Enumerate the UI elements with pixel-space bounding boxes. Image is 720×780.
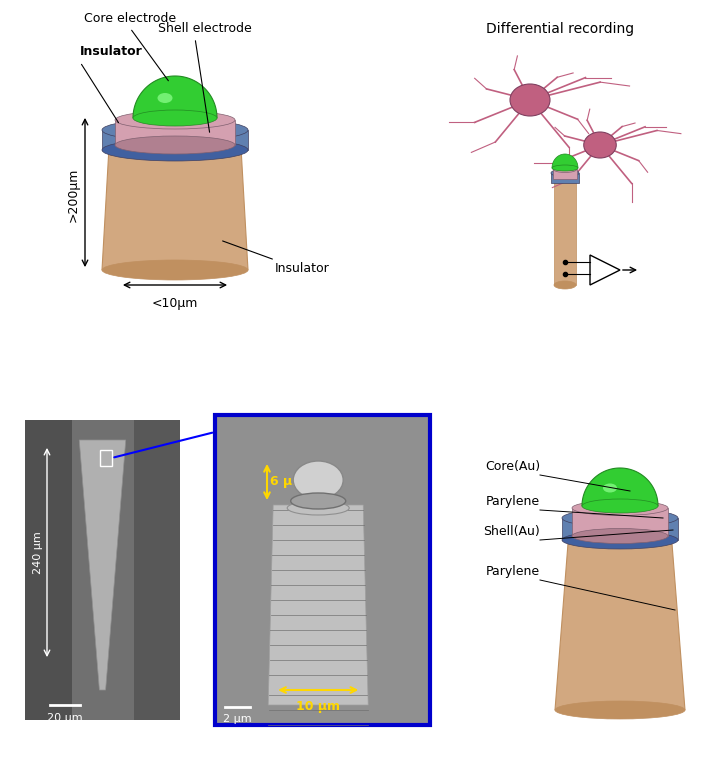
Ellipse shape	[603, 484, 617, 492]
Text: <10μm: <10μm	[152, 297, 198, 310]
Ellipse shape	[102, 119, 248, 141]
Ellipse shape	[293, 461, 343, 499]
Ellipse shape	[562, 531, 678, 549]
Polygon shape	[562, 518, 678, 540]
Ellipse shape	[291, 493, 346, 509]
Text: 20 μm: 20 μm	[48, 713, 83, 723]
Ellipse shape	[553, 165, 577, 172]
Polygon shape	[572, 508, 668, 536]
Text: >200μm: >200μm	[67, 168, 80, 222]
Ellipse shape	[552, 165, 578, 171]
Ellipse shape	[551, 169, 579, 177]
Polygon shape	[215, 415, 430, 725]
Ellipse shape	[133, 110, 217, 126]
Polygon shape	[553, 169, 577, 179]
Polygon shape	[102, 130, 248, 150]
Polygon shape	[133, 420, 180, 720]
Ellipse shape	[562, 509, 678, 527]
Polygon shape	[590, 255, 620, 285]
Ellipse shape	[570, 510, 670, 526]
Ellipse shape	[102, 260, 248, 280]
Ellipse shape	[110, 120, 240, 140]
Ellipse shape	[115, 111, 235, 129]
Ellipse shape	[555, 701, 685, 719]
Polygon shape	[102, 130, 248, 270]
Text: Core electrode: Core electrode	[84, 12, 176, 25]
Text: Core(Au): Core(Au)	[485, 460, 540, 473]
Text: Parylene: Parylene	[486, 495, 540, 508]
Text: Shell electrode: Shell electrode	[158, 22, 252, 35]
Text: Parylene: Parylene	[486, 565, 540, 578]
Ellipse shape	[572, 501, 668, 516]
Ellipse shape	[287, 501, 349, 515]
Polygon shape	[582, 468, 658, 506]
Text: Differential recording: Differential recording	[486, 22, 634, 36]
Text: Insulator: Insulator	[80, 45, 143, 58]
Ellipse shape	[102, 139, 248, 161]
Polygon shape	[25, 420, 180, 720]
Polygon shape	[552, 154, 578, 168]
Polygon shape	[555, 518, 685, 710]
Polygon shape	[133, 76, 217, 118]
Text: 6 μm: 6 μm	[270, 476, 305, 488]
Text: Shell(Au): Shell(Au)	[483, 525, 540, 538]
Ellipse shape	[158, 93, 173, 103]
Ellipse shape	[510, 84, 550, 116]
Ellipse shape	[582, 499, 658, 513]
Ellipse shape	[584, 132, 616, 158]
Polygon shape	[79, 440, 126, 690]
Text: Insulator: Insulator	[275, 262, 330, 275]
Text: 240 μm: 240 μm	[33, 531, 43, 574]
Ellipse shape	[115, 136, 235, 154]
Polygon shape	[115, 120, 235, 145]
Polygon shape	[551, 173, 579, 183]
Text: 10 μm: 10 μm	[296, 700, 340, 713]
Polygon shape	[554, 170, 576, 285]
Text: 2 μm: 2 μm	[222, 714, 251, 724]
Ellipse shape	[572, 529, 668, 544]
Polygon shape	[268, 505, 368, 705]
Ellipse shape	[554, 281, 576, 289]
Polygon shape	[25, 420, 71, 720]
